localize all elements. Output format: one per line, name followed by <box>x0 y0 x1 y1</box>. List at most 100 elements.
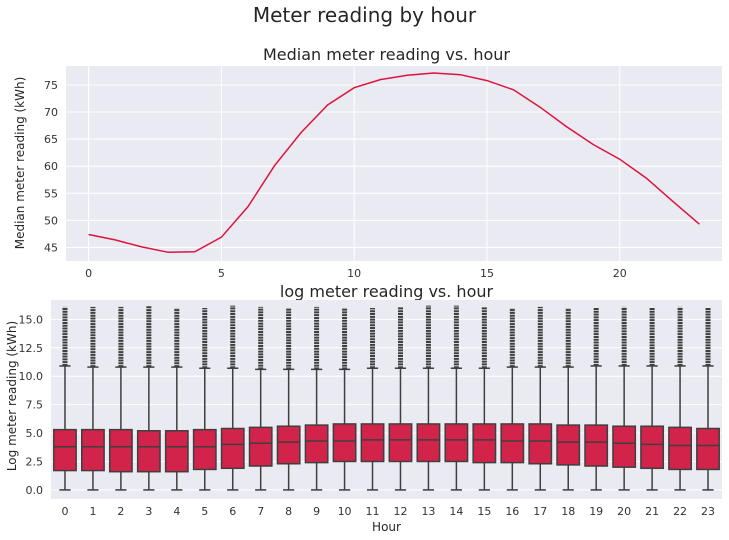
line-chart-ylabel: Median meter reading (kWh) <box>13 77 27 250</box>
line-x-tick-label: 0 <box>85 267 92 280</box>
box-x-tick-label: 9 <box>313 505 320 518</box>
box-plot-area: 0.02.55.07.510.012.515.00 1 2 3 4 5 6 7 8 9 10 11 12… <box>19 300 722 518</box>
box-hour-17 <box>528 306 553 491</box>
box-x-tick-label: 21 <box>645 505 659 518</box>
box-hour-12 <box>388 306 413 491</box>
box-hour-8 <box>276 307 301 491</box>
line-x-tick-label: 10 <box>347 267 361 280</box>
box-hour-3 <box>136 305 161 491</box>
line-chart-title: Median meter reading vs. hour <box>263 45 510 64</box>
line-x-tick-label: 5 <box>218 267 225 280</box>
box-hour-23 <box>696 307 720 491</box>
box-x-tick-label: 19 <box>589 505 603 518</box>
box-x-tick-label: 1 <box>89 505 96 518</box>
interquartile-box <box>612 425 637 468</box>
interquartile-box <box>640 425 665 470</box>
box-hour-21 <box>640 307 665 491</box>
interquartile-box <box>108 428 133 473</box>
box-x-tick-label: 5 <box>201 505 208 518</box>
line-y-tick-label: 55 <box>44 187 58 200</box>
line-plot-area: 0 5 10 15 20 45 50 55 60 65 70 75 <box>44 66 722 280</box>
line-y-tick-label: 65 <box>44 133 58 146</box>
box-x-tick-label: 12 <box>393 505 407 518</box>
box-x-tick-label: 11 <box>366 505 380 518</box>
box-x-tick-label: 13 <box>421 505 435 518</box>
box-x-tick-label: 18 <box>561 505 575 518</box>
box-x-tick-label: 22 <box>673 505 687 518</box>
interquartile-box <box>192 428 217 471</box>
box-hour-4 <box>164 307 189 491</box>
line-y-tick-label: 60 <box>44 160 58 173</box>
box-hour-0 <box>53 306 77 491</box>
box-x-tick-label: 4 <box>173 505 180 518</box>
box-chart-ylabel: Log meter reading (kWh) <box>5 321 19 471</box>
line-chart: Median meter reading vs. hour Median met… <box>13 45 722 280</box>
box-x-tick-label: 17 <box>533 505 547 518</box>
interquartile-box <box>528 423 553 465</box>
interquartile-box <box>472 423 497 464</box>
box-x-tick-label: 15 <box>477 505 491 518</box>
box-x-tick-label: 14 <box>449 505 463 518</box>
box-hour-11 <box>360 307 385 491</box>
box-chart-xlabel: Hour <box>372 520 401 534</box>
box-y-tick-label: 7.5 <box>26 399 44 412</box>
box-hour-20 <box>612 306 637 491</box>
box-hour-13 <box>416 305 441 491</box>
box-x-tick-label: 16 <box>505 505 519 518</box>
interquartile-box <box>220 427 245 470</box>
box-y-tick-label: 15.0 <box>19 313 44 326</box>
line-y-tick-label: 70 <box>44 106 58 119</box>
box-y-tick-label: 5.0 <box>26 427 44 440</box>
box-x-tick-label: 3 <box>145 505 152 518</box>
box-x-tick-label: 0 <box>61 505 68 518</box>
interquartile-box <box>668 426 692 471</box>
interquartile-box <box>53 428 77 472</box>
box-hour-19 <box>584 307 609 491</box>
box-x-tick-label: 10 <box>338 505 352 518</box>
interquartile-box <box>584 424 609 467</box>
box-hour-15 <box>472 306 497 491</box>
box-hour-1 <box>81 306 105 491</box>
box-chart-title: log meter reading vs. hour <box>280 282 494 301</box>
box-hour-9 <box>304 306 329 491</box>
interquartile-box <box>81 428 105 472</box>
box-x-tick-label: 23 <box>701 505 715 518</box>
interquartile-box <box>444 423 469 463</box>
box-hour-18 <box>556 307 581 491</box>
line-y-tick-label: 75 <box>44 79 58 92</box>
interquartile-box <box>696 427 720 471</box>
box-x-tick-label: 20 <box>617 505 631 518</box>
line-x-tick-label: 15 <box>480 267 494 280</box>
median-series-line <box>88 72 700 254</box>
box-hour-7 <box>248 306 273 491</box>
box-y-tick-label: 2.5 <box>26 455 44 468</box>
interquartile-box <box>416 423 441 463</box>
box-hour-2 <box>108 306 133 491</box>
box-x-tick-label: 6 <box>229 505 236 518</box>
box-y-tick-label: 10.0 <box>19 370 44 383</box>
interquartile-box <box>500 423 525 464</box>
box-y-tick-label: 0.0 <box>26 484 44 497</box>
interquartile-box <box>360 423 385 463</box>
line-x-tick-label: 20 <box>613 267 627 280</box>
box-x-tick-label: 2 <box>117 505 124 518</box>
interquartile-box <box>556 424 581 466</box>
line-y-tick-label: 45 <box>44 241 58 254</box>
figure-title: Meter reading by hour <box>253 3 477 27</box>
interquartile-box <box>248 426 273 467</box>
box-chart: log meter reading vs. hour Log meter rea… <box>5 282 722 534</box>
box-hour-14 <box>444 305 469 491</box>
interquartile-box <box>136 430 161 473</box>
line-plot-background <box>66 66 722 261</box>
interquartile-box <box>164 430 189 473</box>
box-hour-6 <box>220 305 245 491</box>
box-x-tick-label: 8 <box>285 505 292 518</box>
box-hour-5 <box>192 307 217 491</box>
interquartile-box <box>304 424 329 464</box>
box-hour-16 <box>500 307 525 491</box>
box-x-tick-label: 7 <box>257 505 264 518</box>
box-hour-10 <box>332 307 357 491</box>
line-y-tick-label: 50 <box>44 214 58 227</box>
box-plot-background <box>51 300 722 499</box>
